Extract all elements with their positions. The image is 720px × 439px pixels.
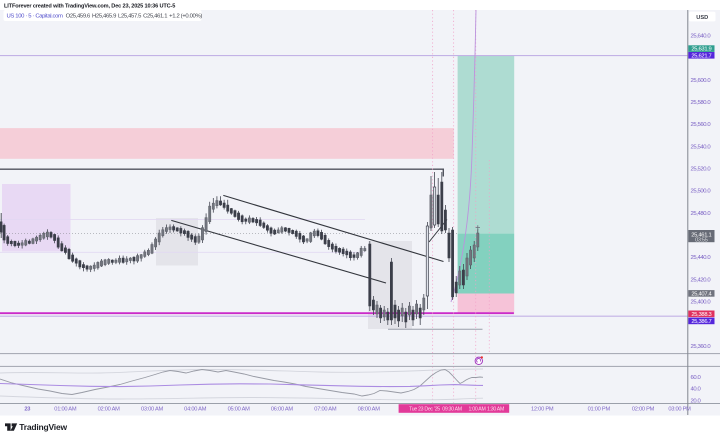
svg-text:05:00 AM: 05:00 AM [228, 406, 251, 412]
svg-text:03:55: 03:55 [695, 238, 708, 244]
svg-text:01:00 AM: 01:00 AM [54, 406, 77, 412]
svg-text:23: 23 [24, 406, 30, 412]
svg-text:25,480.0: 25,480.0 [691, 211, 712, 217]
svg-text:25,500.0: 25,500.0 [691, 189, 712, 195]
svg-text:06:00 AM: 06:00 AM [271, 406, 294, 412]
svg-text:25,580.0: 25,580.0 [691, 100, 712, 106]
svg-text:03:00 PM: 03:00 PM [668, 406, 691, 412]
svg-text:25,640.0: 25,640.0 [691, 34, 712, 40]
svg-text:02:00 PM: 02:00 PM [632, 406, 655, 412]
svg-text:09:30 AM: 09:30 AM [442, 406, 462, 412]
svg-text:25,520.0: 25,520.0 [691, 167, 712, 173]
svg-text:25,461.1: 25,461.1 [691, 232, 711, 238]
svg-text:25,440.0: 25,440.0 [691, 255, 712, 261]
svg-text:03:00 AM: 03:00 AM [141, 406, 164, 412]
svg-text:25,540.0: 25,540.0 [691, 144, 712, 150]
svg-text:1:00 AM: 1:00 AM [469, 406, 486, 412]
svg-text:25,560.0: 25,560.0 [691, 122, 712, 128]
svg-text:Tue 23 Dec ’25: Tue 23 Dec ’25 [409, 406, 440, 412]
svg-text:1:30 AM: 1:30 AM [487, 406, 504, 412]
svg-text:25,360.0: 25,360.0 [691, 344, 712, 350]
svg-text:USD: USD [696, 15, 708, 21]
svg-text:08:00 AM: 08:00 AM [358, 406, 381, 412]
svg-text:LITForever created with Tradin: LITForever created with TradingView.com,… [4, 4, 175, 10]
svg-text:25,388.3: 25,388.3 [691, 312, 711, 318]
svg-text:02:00 AM: 02:00 AM [98, 406, 121, 412]
svg-text:TradingView: TradingView [19, 422, 67, 432]
svg-text:25,386.7: 25,386.7 [691, 319, 711, 325]
svg-text:07:00 AM: 07:00 AM [314, 406, 337, 412]
svg-text:01:00 PM: 01:00 PM [588, 406, 611, 412]
svg-text:40.0: 40.0 [691, 387, 702, 393]
svg-text:25,600.0: 25,600.0 [691, 78, 712, 84]
svg-text:04:00 AM: 04:00 AM [184, 406, 207, 412]
svg-text:25,631.9: 25,631.9 [691, 47, 711, 53]
svg-text:25,420.0: 25,420.0 [691, 277, 712, 283]
svg-text:20.0: 20.0 [691, 399, 702, 405]
svg-text:25,400.0: 25,400.0 [691, 300, 712, 306]
svg-text:25,621.7: 25,621.7 [691, 53, 711, 59]
svg-text:25,407.4: 25,407.4 [691, 292, 712, 298]
svg-text:12:00 PM: 12:00 PM [531, 406, 554, 412]
svg-text:60.0: 60.0 [691, 375, 702, 381]
